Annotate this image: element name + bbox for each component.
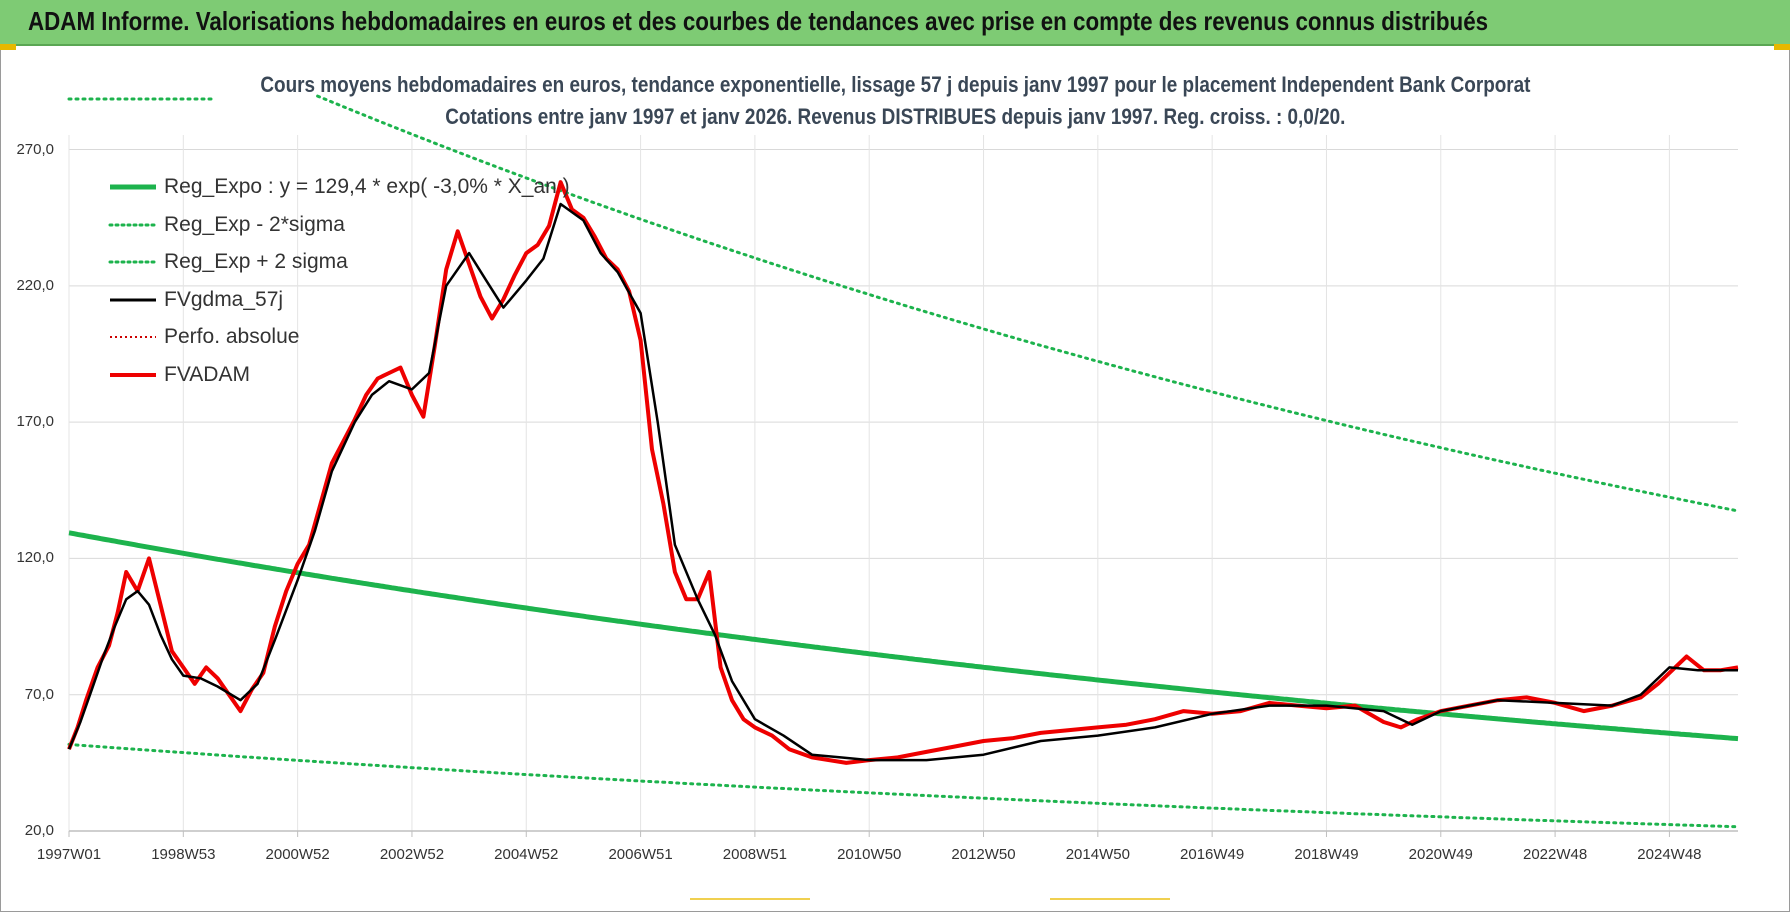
y-tick-label: 120,0 xyxy=(16,549,54,567)
y-tick-label: 170,0 xyxy=(16,413,54,431)
legend-swatch-reg-expo xyxy=(110,184,156,190)
x-tick-label: 2016W49 xyxy=(1180,846,1245,863)
x-tick-label: 2024W48 xyxy=(1637,846,1702,863)
y-tick-label: 220,0 xyxy=(16,276,54,294)
x-tick-label: 2006W51 xyxy=(608,846,673,863)
reg-minus-2sigma-line xyxy=(67,742,1740,829)
y-tick-label: 70,0 xyxy=(24,685,54,703)
x-tick-label: 1998W53 xyxy=(151,846,216,863)
x-tick-label: 1997W01 xyxy=(36,846,102,863)
legend-label-reg-plus: Reg_Exp + 2 sigma xyxy=(164,250,348,273)
x-tick-label: 2022W48 xyxy=(1522,846,1588,863)
legend-label-fvadam: FVADAM xyxy=(164,362,250,386)
reg-plus-2sigma-line xyxy=(316,94,1740,513)
legend-label-reg-minus: Reg_Exp - 2*sigma xyxy=(164,212,345,236)
legend-label-reg-expo: Reg_Expo : y = 129,4 * exp( -3,0% * X_an… xyxy=(164,175,570,198)
x-tick-label: 2018W49 xyxy=(1294,846,1359,863)
y-tick-label: 270,0 xyxy=(16,140,54,158)
x-tick-label: 2004W52 xyxy=(494,846,559,863)
page-title: ADAM Informe. Valorisations hebdomadaire… xyxy=(28,6,1489,36)
header-banner: ADAM Informe. Valorisations hebdomadaire… xyxy=(0,0,1790,46)
legend-label-fvgdma: FVgdma_57j xyxy=(164,287,284,311)
legend-swatch-perfo xyxy=(110,336,156,338)
y-tick-label: 20,0 xyxy=(24,822,54,839)
x-tick-label: 2012W50 xyxy=(951,846,1016,863)
chart-title-line2: Cotations entre janv 1997 et janv 2026. … xyxy=(444,104,1346,129)
legend-swatch-reg-plus xyxy=(108,260,158,264)
bottom-decoration-right xyxy=(1050,898,1170,900)
corner-mark-left xyxy=(0,44,16,50)
legend-label-perfo: Perfo. absolue xyxy=(164,325,300,348)
reg-expo-line xyxy=(68,530,1739,742)
chart-title-line1: Cours moyens hebdomadaires en euros, ten… xyxy=(259,72,1531,97)
x-tick-label: 2020W49 xyxy=(1408,846,1473,863)
corner-mark-right xyxy=(1774,44,1790,50)
series-fvgdma-line xyxy=(67,202,1738,762)
bottom-decoration-left xyxy=(690,898,810,900)
x-tick-label: 2000W52 xyxy=(265,846,330,863)
x-tick-label: 2008W51 xyxy=(722,846,787,863)
x-tick-label: 2002W52 xyxy=(379,846,445,863)
legend-swatch-fvadam xyxy=(110,372,156,377)
legend-swatch-fvgdma xyxy=(110,298,156,301)
legend-swatch-reg-minus xyxy=(108,223,158,226)
x-tick-label: 2010W50 xyxy=(837,846,902,863)
x-tick-label: 2014W50 xyxy=(1065,846,1130,863)
